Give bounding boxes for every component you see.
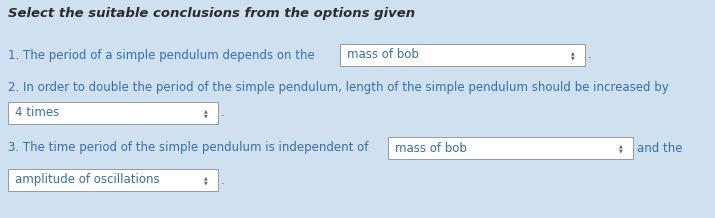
Text: ▲: ▲ [571,50,575,55]
Text: 3. The time period of the simple pendulum is independent of: 3. The time period of the simple pendulu… [8,141,368,155]
Text: mass of bob: mass of bob [347,48,419,61]
Text: ▲: ▲ [204,108,208,113]
Text: 4 times: 4 times [15,107,59,119]
FancyBboxPatch shape [340,44,585,66]
FancyBboxPatch shape [8,169,218,191]
Text: .: . [588,48,592,61]
Text: .: . [221,174,225,187]
Text: 2. In order to double the period of the simple pendulum, length of the simple pe: 2. In order to double the period of the … [8,82,669,94]
FancyBboxPatch shape [388,137,633,159]
Text: and the: and the [637,141,683,155]
Text: amplitude of oscillations: amplitude of oscillations [15,174,159,187]
Text: 1. The period of a simple pendulum depends on the: 1. The period of a simple pendulum depen… [8,48,315,61]
Text: ▼: ▼ [204,180,208,185]
Text: ▲: ▲ [204,175,208,180]
Text: mass of bob: mass of bob [395,141,467,155]
Text: .: . [221,107,225,119]
Text: ▼: ▼ [571,55,575,60]
Text: Select the suitable conclusions from the options given: Select the suitable conclusions from the… [8,7,415,19]
Text: ▼: ▼ [204,113,208,118]
Text: ▲: ▲ [619,143,623,148]
Text: ▼: ▼ [619,148,623,153]
FancyBboxPatch shape [8,102,218,124]
